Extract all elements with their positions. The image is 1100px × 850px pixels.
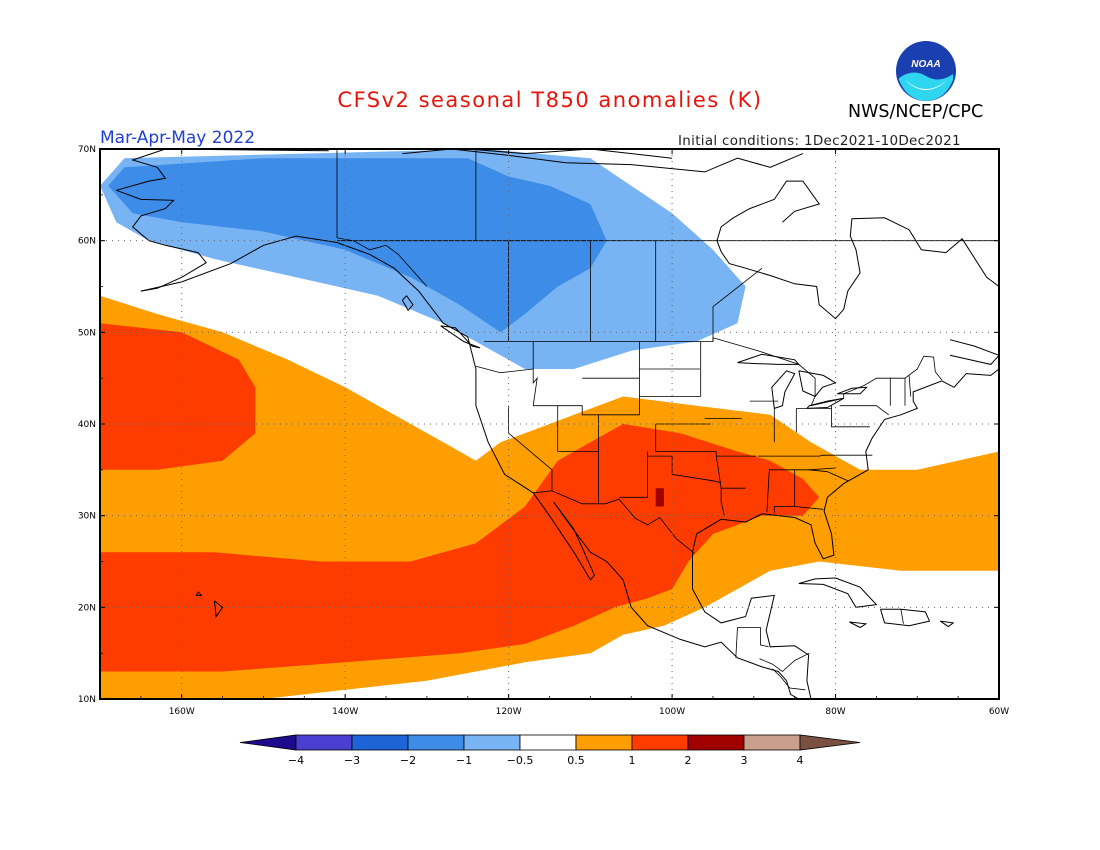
colorbar-swatch <box>687 734 745 751</box>
noaa-logo-text: NOAA <box>911 59 940 70</box>
lat-tick-label: 10N <box>78 695 96 705</box>
lon-tick-label: 140W <box>332 707 358 717</box>
coastline-10 <box>402 148 804 173</box>
border-3 <box>533 490 695 554</box>
lat-tick-label: 50N <box>78 328 96 338</box>
coastline-3 <box>880 608 931 627</box>
colorbar-label: −4 <box>288 754 304 767</box>
border-34 <box>831 405 870 428</box>
border-19 <box>655 424 717 452</box>
lat-tick-label: 20N <box>78 603 96 613</box>
colorbar-label: −0.5 <box>507 754 534 767</box>
lake-0 <box>737 353 800 365</box>
colorbar-swatch <box>295 734 353 751</box>
border-45 <box>712 267 763 342</box>
colorbar-label: 1 <box>629 754 636 767</box>
border-32 <box>794 506 824 510</box>
colorbar-label: −2 <box>400 754 416 767</box>
colorbar-swatch <box>463 734 521 751</box>
border-10 <box>532 341 538 406</box>
lon-tick-label: 80W <box>825 707 845 717</box>
anomaly-region-1 <box>108 158 607 333</box>
colorbar-swatch <box>351 734 409 751</box>
noaa-logo: NOAA <box>896 41 956 101</box>
lake-4 <box>837 386 868 395</box>
anomaly-region-4 <box>100 424 820 672</box>
lon-tick-label: 120W <box>496 707 522 717</box>
coastline-15 <box>949 339 1000 365</box>
colorbar-label: −1 <box>456 754 472 767</box>
coastline-11 <box>716 217 1000 320</box>
colorbar-label: −3 <box>344 754 360 767</box>
coastline-13 <box>440 325 481 349</box>
border-30 <box>766 469 770 513</box>
anomaly-region-3 <box>100 323 256 470</box>
agency-label: NWS/NCEP/CPC <box>848 102 984 122</box>
colorbar-label: 2 <box>685 754 692 767</box>
lake-3 <box>806 397 844 409</box>
colorbar-end-left <box>239 734 297 751</box>
border-2 <box>484 337 943 407</box>
border-21 <box>647 455 722 484</box>
lon-tick-label: 100W <box>659 707 685 717</box>
colorbar-label: 3 <box>741 754 748 767</box>
border-38 <box>839 405 889 416</box>
initial-conditions-label: Initial conditions: 1Dec2021-10Dec2021 <box>678 133 961 149</box>
border-8 <box>533 341 640 416</box>
border-11 <box>475 365 534 374</box>
coastline-5 <box>939 620 955 628</box>
coastline-4 <box>849 621 868 629</box>
lat-tick-label: 60N <box>78 237 96 247</box>
anomaly-region-5 <box>655 488 664 507</box>
lake-2 <box>798 370 837 398</box>
chart-title: CFSv2 seasonal T850 anomalies (K) <box>337 88 763 112</box>
border-31 <box>773 469 796 513</box>
coastline-0 <box>140 235 800 700</box>
border-5 <box>759 652 810 673</box>
lat-tick-label: 70N <box>78 145 96 155</box>
anomaly-shading <box>100 149 999 699</box>
colorbar: −4 −3 −2 −1 −0.5 0.5 1 2 3 4 <box>239 734 861 767</box>
lat-tick-label: 30N <box>78 512 96 522</box>
axis-ticks: 160W 140W 120W 100W 80W 60W 10N 20N 30N 40N 50N 60N… <box>78 145 1009 717</box>
coastline-7 <box>195 591 203 596</box>
colorbar-label: 0.5 <box>567 754 585 767</box>
border-7 <box>900 609 904 624</box>
border-4 <box>735 627 769 658</box>
colorbar-swatch <box>575 734 633 751</box>
colorbar-end-right <box>799 734 861 751</box>
lon-tick-label: 60W <box>989 707 1009 717</box>
border-26 <box>757 454 873 457</box>
border-41 <box>908 375 912 397</box>
colorbar-swatch <box>519 734 577 751</box>
coastline-6 <box>213 600 224 618</box>
coastline-14 <box>401 295 414 312</box>
colorbar-swatch <box>631 734 689 751</box>
border-15 <box>619 451 648 498</box>
lake-1 <box>771 370 796 409</box>
border-6 <box>772 668 806 691</box>
coastline-12 <box>716 180 821 241</box>
border-33 <box>808 469 848 482</box>
lon-tick-label: 160W <box>169 707 195 717</box>
colorbar-label: 4 <box>797 754 804 767</box>
season-label: Mar-Apr-May 2022 <box>100 128 256 148</box>
colorbar-swatch <box>743 734 801 751</box>
lat-tick-label: 40N <box>78 420 96 430</box>
coastline-2 <box>798 577 878 608</box>
colorbar-swatch <box>407 734 465 751</box>
border-22 <box>715 451 725 516</box>
coastline-1 <box>692 368 1000 700</box>
